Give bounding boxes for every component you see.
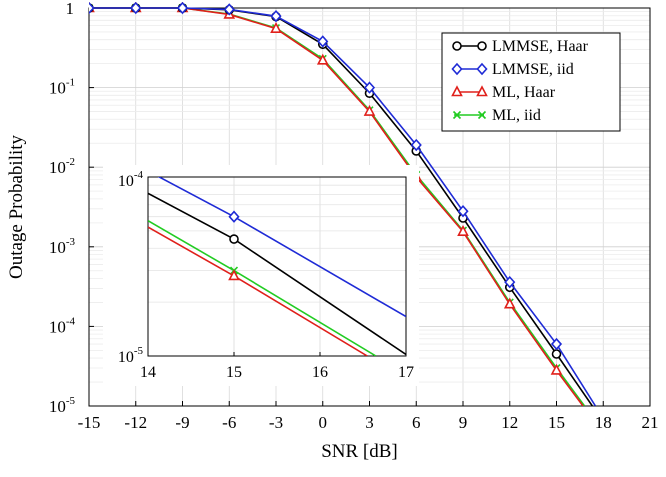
- data-point-ml-haar: [503, 297, 516, 309]
- legend-marker-start: [451, 62, 463, 76]
- main-y-ticks: 10-510-410-310-210-11: [49, 0, 94, 416]
- x-tick-label: 21: [642, 413, 659, 432]
- inset-series: [148, 177, 406, 356]
- legend-entry-lmmse-haar: LMMSE, Haar: [452, 38, 589, 55]
- inset-y-tick-label-base: 10: [118, 173, 134, 190]
- legend: LMMSE, Haar LMMSE, iid ML, Haar ML, iid: [441, 32, 621, 132]
- inset-series-ml-haar: [148, 226, 368, 356]
- inset-y-tick-label: 10-5: [118, 345, 144, 366]
- y-tick-label-base: 10: [49, 238, 66, 257]
- inset-x-tick-label: 17: [398, 364, 414, 381]
- y-axis-label: Outage Probability: [6, 134, 27, 279]
- legend-label: ML, iid: [492, 107, 541, 124]
- data-point-ml-haar: [457, 224, 469, 236]
- data-point-lmmse-iid: [457, 205, 469, 218]
- data-point-lmmse-iid: [176, 2, 189, 15]
- data-point-lmmse-iid: [89, 2, 95, 15]
- data-point-lmmse-iid: [270, 9, 282, 23]
- series-lmmse-iid: [89, 2, 597, 406]
- x-axis-label: SNR [dB]: [321, 441, 398, 462]
- main-series: [89, 2, 597, 406]
- data-point-lmmse-haar: [551, 349, 562, 359]
- inset-data-point-ml-haar: [228, 269, 240, 281]
- legend-marker-end: [477, 41, 487, 51]
- y-tick-label-exponent: -3: [66, 236, 76, 248]
- y-tick-label-base: 10: [49, 158, 66, 177]
- x-tick-label: -9: [175, 413, 189, 432]
- data-point-ml-haar: [316, 53, 329, 65]
- y-tick-label: 1: [66, 0, 75, 18]
- y-tick-label: 10-3: [49, 236, 76, 257]
- y-tick-label: 10-5: [49, 395, 76, 416]
- inset-y-tick-label-base: 10: [118, 349, 134, 366]
- y-tick-label-base: 10: [49, 79, 66, 98]
- legend-marker-end: [477, 110, 487, 120]
- x-tick-label: 0: [319, 413, 328, 432]
- y-tick-label-base: 10: [49, 317, 66, 336]
- series-line: [89, 7, 597, 406]
- inset-y-tick-label: 10-4: [118, 169, 144, 190]
- x-tick-label: 15: [548, 413, 565, 432]
- main-x-ticks: -15 -12 -9 -6 -3 0 3 6 9 12 15 18 21: [78, 401, 659, 432]
- y-tick-label-exponent: -5: [66, 395, 76, 407]
- data-point-lmmse-iid: [317, 35, 329, 48]
- legend-marker-start: [452, 110, 462, 120]
- x-tick-label: 3: [365, 413, 374, 432]
- inset-series-lmmse-iid: [157, 177, 406, 318]
- inset-x-tick-label: 14: [140, 364, 156, 381]
- y-tick-label-base: 1: [66, 0, 75, 18]
- x-tick-label: 6: [412, 413, 421, 432]
- x-tick-label: 18: [595, 413, 612, 432]
- y-tick-label-base: 10: [49, 397, 66, 416]
- legend-entry-lmmse-iid: LMMSE, iid: [451, 61, 574, 78]
- y-tick-label: 10-2: [49, 156, 75, 177]
- inset-series-lmmse-haar: [148, 192, 406, 356]
- data-point-lmmse-iid: [223, 3, 235, 16]
- data-point-ml-haar: [363, 104, 376, 116]
- legend-marker-start: [451, 85, 463, 97]
- data-point-lmmse-iid: [130, 2, 142, 15]
- legend-entry-ml-haar: ML, Haar: [451, 84, 556, 101]
- y-tick-label: 10-4: [49, 315, 76, 336]
- legend-label: ML, Haar: [492, 84, 556, 101]
- data-point-lmmse-iid: [504, 275, 516, 289]
- legend-marker-start: [452, 41, 462, 51]
- inset-frame: [147, 176, 407, 357]
- legend-label: LMMSE, iid: [492, 61, 574, 78]
- legend-marker-end: [476, 62, 488, 76]
- data-point-lmmse-iid: [410, 138, 422, 152]
- data-point-lmmse-iid: [363, 81, 376, 94]
- x-tick-label: -12: [124, 413, 147, 432]
- y-tick-label-exponent: -2: [66, 156, 75, 168]
- inset-x-tick-label: 16: [312, 364, 328, 381]
- data-point-lmmse-iid: [550, 337, 563, 351]
- legend-entry-ml-iid: ML, iid: [452, 107, 541, 124]
- inset-y-tick-label-exponent: -4: [134, 169, 144, 181]
- inset-x-tick-label: 15: [226, 364, 242, 381]
- x-tick-label: -6: [222, 413, 236, 432]
- legend-marker-end: [476, 85, 488, 97]
- data-point-ml-haar: [550, 363, 563, 375]
- x-tick-label: 12: [501, 413, 518, 432]
- y-tick-label-exponent: -4: [66, 315, 76, 327]
- inset-background: [103, 165, 419, 386]
- y-tick-label-exponent: -1: [66, 77, 75, 89]
- inset-data-point-lmmse-iid: [228, 210, 240, 223]
- x-tick-label: -15: [78, 413, 101, 432]
- data-point-ml-haar: [270, 21, 282, 33]
- x-tick-label: 9: [459, 413, 468, 432]
- x-tick-label: -3: [269, 413, 283, 432]
- inset-data-point-lmmse-haar: [229, 234, 239, 244]
- y-tick-label: 10-1: [49, 77, 75, 98]
- legend-label: LMMSE, Haar: [492, 38, 589, 55]
- inset-y-tick-label-exponent: -5: [134, 345, 144, 357]
